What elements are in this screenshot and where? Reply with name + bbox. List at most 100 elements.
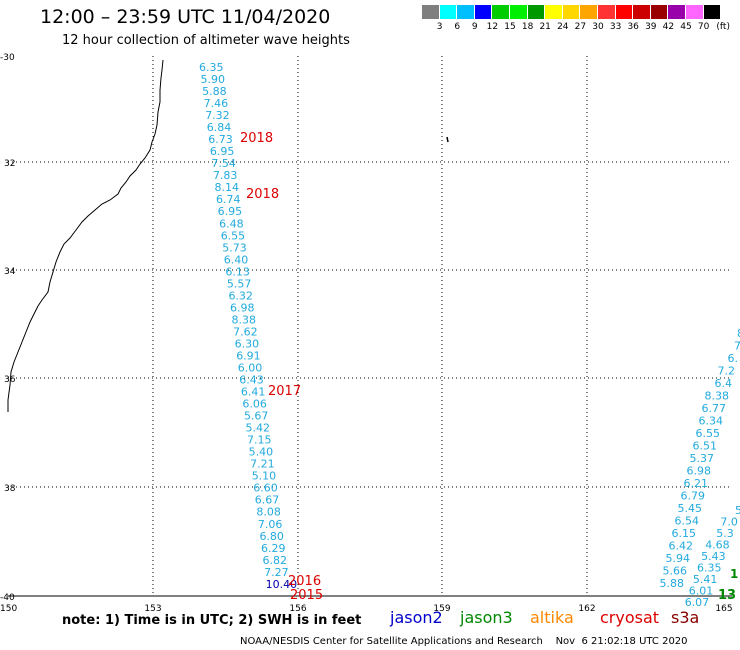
wave-height-value: 5.88	[660, 577, 685, 590]
wave-height-value: 6.95	[210, 145, 235, 158]
legend-swatch	[527, 5, 546, 19]
satellite-cryosat: cryosat	[600, 608, 660, 627]
legend-label: 39	[645, 22, 657, 32]
satellite-jason3: jason3	[460, 608, 513, 627]
legend-swatch	[597, 5, 616, 19]
legend-label: 70	[697, 22, 710, 32]
wave-height-value: 6.07	[685, 596, 710, 609]
wave-height-value: 6.34	[699, 415, 724, 428]
year-label: 2018	[240, 131, 273, 146]
wave-height-value: 6.60	[253, 482, 278, 495]
wave-height-value: 5.37	[690, 452, 715, 465]
credit-line: NOAA/NESDIS Center for Satellite Applica…	[240, 636, 688, 647]
lon-tick-label: 150	[0, 604, 17, 614]
wave-height-value: 5.57	[227, 277, 252, 290]
wave-height-value: 5.42	[246, 422, 271, 435]
wave-height-value: 5.66	[663, 565, 688, 578]
wave-height-value: 6.4	[715, 377, 733, 390]
wave-height-value: 6.55	[221, 229, 246, 242]
legend-label: 30	[592, 22, 604, 32]
wave-height-value: 5.45	[678, 502, 703, 515]
wave-height-value: 6.95	[218, 205, 243, 218]
lat-tick-label: 36	[4, 375, 16, 385]
legend-swatch	[474, 5, 493, 19]
legend-swatch	[545, 5, 563, 19]
legend-label: 42	[662, 22, 675, 32]
legend-label: 6	[454, 22, 461, 32]
legend-swatch	[509, 5, 528, 19]
wave-height-value: 6.77	[702, 402, 727, 415]
wave-height-value: 5.67	[244, 410, 269, 423]
satellite-s3a: s3a	[671, 608, 700, 627]
wave-height-value: 5.43	[701, 550, 726, 563]
wave-height-value: 6.35	[697, 562, 722, 575]
wave-height-value: 6.98	[687, 465, 712, 478]
wave-height-value: 5.90	[201, 73, 226, 86]
wave-height-value: 7.46	[204, 97, 229, 110]
wave-height-value: 6.91	[236, 349, 261, 362]
legend-label: 36	[627, 22, 639, 32]
wave-height-value: 6.43	[239, 374, 263, 387]
wave-height-value: 7.15	[247, 434, 271, 447]
legend-label: 15	[504, 22, 516, 32]
wave-height-value: 5.73	[222, 241, 247, 254]
legend-label: 33	[609, 22, 622, 32]
wave-height-value: 10.40	[266, 578, 298, 591]
legend-swatch	[457, 5, 475, 19]
satellite-altika: altika	[530, 608, 574, 627]
wave-height-value: 5.41	[693, 573, 718, 586]
wave-height-value: 6.98	[230, 301, 255, 314]
lat-tick-label: 32	[4, 159, 15, 169]
legend-swatch	[633, 5, 651, 19]
legend-swatch	[492, 5, 510, 19]
wave-height-value: 6.06	[242, 398, 267, 411]
wave-height-value: 7.2	[718, 365, 736, 378]
wave-height-value: 5.10	[252, 470, 277, 483]
altimeter-track-west: 6.355.905.887.467.326.846.736.957.547.83…	[199, 61, 297, 591]
wave-height-value: 7.32	[205, 109, 230, 122]
green-value: 1	[730, 567, 738, 581]
lon-tick-label: 156	[289, 604, 306, 614]
wave-height-value: 7.83	[213, 169, 238, 182]
wave-height-value: 6.35	[199, 61, 224, 74]
legend-label: 9	[471, 22, 478, 32]
legend-label: 3	[436, 22, 443, 32]
wave-height-value: 6.42	[669, 540, 694, 553]
legend-swatch	[703, 5, 722, 19]
legend-labels: 3 6 9 12 15 18 21 24 27 30 33 36 39 42 45 70 (ft)	[422, 22, 740, 34]
wave-height-value: 4.68	[705, 539, 730, 552]
wave-height-value: 7.21	[250, 458, 275, 471]
legend-swatch	[685, 5, 704, 19]
legend-swatch	[439, 5, 458, 19]
lon-tick-label: 153	[144, 604, 161, 614]
legend-label: 21	[539, 22, 551, 32]
wave-height-value: 6.32	[228, 289, 253, 302]
legend-swatch	[422, 5, 440, 19]
wave-height-value: 6.51	[693, 440, 718, 453]
wave-height-value: 6.82	[263, 554, 288, 567]
wave-height-value: 6.21	[684, 477, 709, 490]
wave-height-value: 6.67	[255, 494, 279, 507]
legend-label: 27	[574, 22, 587, 32]
legend-swatch	[580, 5, 598, 19]
year-label: 2016	[288, 574, 321, 589]
wave-height-value: 6.79	[681, 490, 706, 503]
green-value: 13	[718, 588, 736, 603]
year-label: 2017	[268, 384, 301, 399]
wave-height-value: 5.94	[666, 552, 691, 565]
lat-tick-label: -40	[0, 593, 15, 603]
year-label: 2018	[246, 187, 279, 202]
legend-swatch	[615, 5, 634, 19]
wave-height-value: 6.	[728, 352, 739, 365]
lon-tick-label: 159	[433, 604, 450, 614]
wave-height-value: 6.41	[241, 386, 266, 399]
wave-height-value: 6.73	[208, 133, 233, 146]
wave-height-value: 8.14	[215, 181, 240, 194]
lat-tick-label: -30	[0, 53, 15, 63]
coastline	[7, 59, 164, 412]
wave-height-value: 8.38	[705, 390, 730, 403]
legend-swatch	[562, 5, 581, 19]
wave-height-value: 8.08	[256, 506, 281, 519]
altimeter-track-east-2: 57.05.34.685.436.355.416.016.07	[685, 504, 740, 609]
wave-height-value: 6.74	[216, 193, 241, 206]
